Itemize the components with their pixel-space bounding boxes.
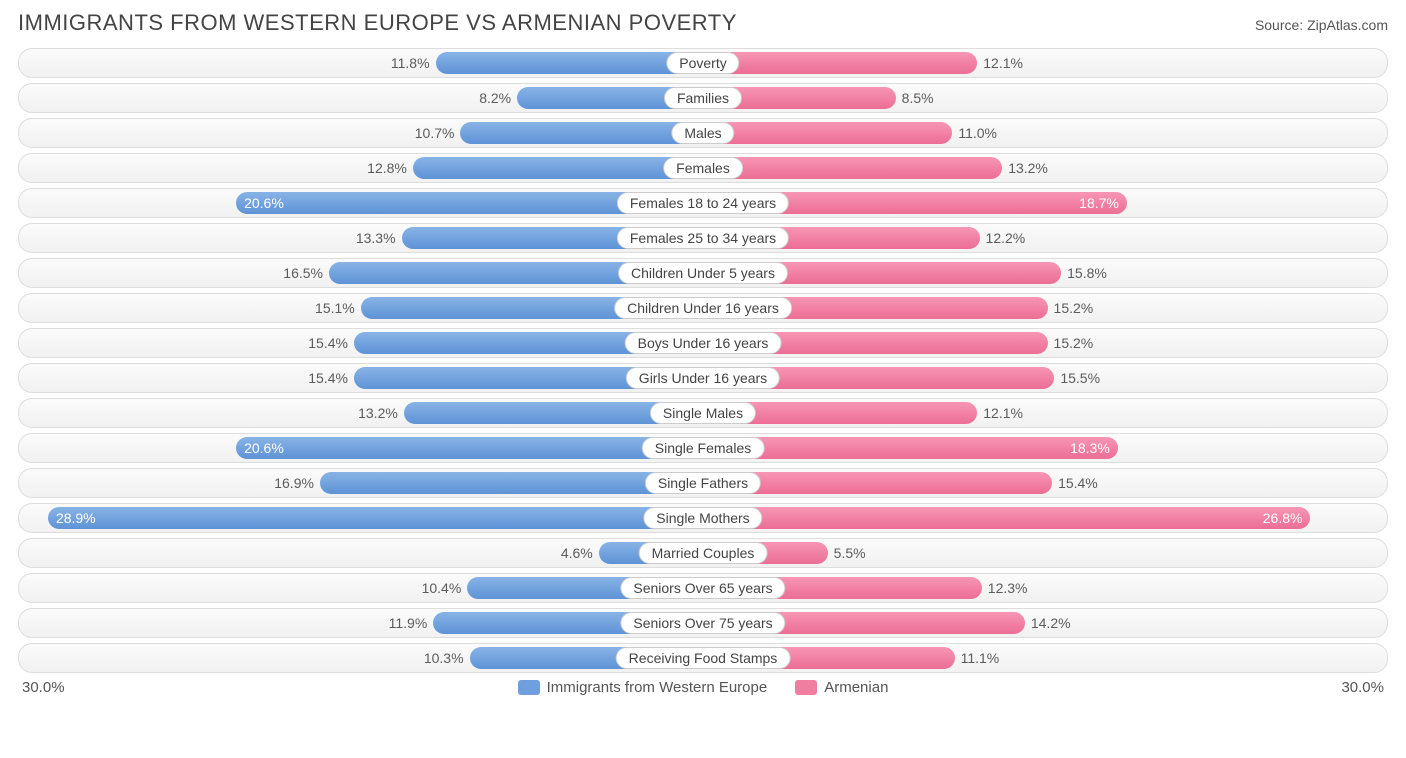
bar-left: 28.9%	[48, 507, 703, 529]
chart-row: 11.9% 14.2% Seniors Over 75 years	[18, 608, 1388, 638]
chart-row: 28.9% 26.8% Single Mothers	[18, 503, 1388, 533]
bar-left-value: 20.6%	[244, 440, 284, 456]
chart-header: IMMIGRANTS FROM WESTERN EUROPE VS ARMENI…	[18, 10, 1388, 36]
source-label: Source:	[1255, 17, 1307, 33]
category-label: Receiving Food Stamps	[616, 647, 791, 669]
bar-left-value: 11.8%	[391, 55, 436, 71]
bar-right-value: 18.3%	[1070, 440, 1110, 456]
bar-right-value: 26.8%	[1263, 510, 1303, 526]
source-name: ZipAtlas.com	[1307, 17, 1388, 33]
bar-right-value: 12.1%	[977, 405, 1023, 421]
bar-right-value: 15.2%	[1048, 335, 1094, 351]
bar-right-value: 11.0%	[952, 125, 997, 141]
chart-row: 8.2% 8.5% Families	[18, 83, 1388, 113]
bar-right-value: 8.5%	[896, 90, 934, 106]
category-label: Girls Under 16 years	[626, 367, 780, 389]
bar-left-value: 12.8%	[367, 160, 413, 176]
category-label: Children Under 16 years	[614, 297, 792, 319]
category-label: Females 18 to 24 years	[617, 192, 789, 214]
bar-right-value: 18.7%	[1079, 195, 1119, 211]
category-label: Seniors Over 75 years	[620, 612, 785, 634]
legend-label-left: Immigrants from Western Europe	[547, 679, 768, 696]
legend-item-right: Armenian	[795, 679, 888, 696]
bar-right-value: 15.4%	[1052, 475, 1098, 491]
category-label: Males	[671, 122, 734, 144]
chart-source: Source: ZipAtlas.com	[1255, 17, 1388, 33]
bar-left: 20.6%	[236, 437, 703, 459]
bar-left-value: 13.3%	[356, 230, 402, 246]
bar-right-value: 14.2%	[1025, 615, 1071, 631]
category-label: Single Males	[650, 402, 756, 424]
bar-left-value: 15.4%	[308, 335, 354, 351]
category-label: Single Females	[642, 437, 765, 459]
bar-left-value: 16.9%	[274, 475, 320, 491]
category-label: Females	[663, 157, 743, 179]
bar-left-value: 4.6%	[561, 545, 599, 561]
chart-row: 20.6% 18.7% Females 18 to 24 years	[18, 188, 1388, 218]
bar-left-value: 28.9%	[56, 510, 96, 526]
chart-row: 16.9% 15.4% Single Fathers	[18, 468, 1388, 498]
chart-row: 12.8%13.2%Females	[18, 153, 1388, 183]
category-label: Single Mothers	[643, 507, 762, 529]
category-label: Seniors Over 65 years	[620, 577, 785, 599]
bar-right-value: 12.3%	[982, 580, 1028, 596]
bar-right: 26.8%	[703, 507, 1310, 529]
bar-right-value: 13.2%	[1002, 160, 1048, 176]
bar-right-value: 15.5%	[1054, 370, 1100, 386]
bar-left-value: 10.4%	[422, 580, 468, 596]
chart-footer: 30.0% Immigrants from Western Europe Arm…	[18, 679, 1388, 696]
bar-left-value: 8.2%	[479, 90, 517, 106]
bar-right-value: 5.5%	[828, 545, 866, 561]
bar-left-value: 11.9%	[389, 615, 434, 631]
chart-row: 4.6% 5.5% Married Couples	[18, 538, 1388, 568]
bar-left-value: 16.5%	[283, 265, 329, 281]
bar-right: 18.3%	[703, 437, 1118, 459]
category-label: Married Couples	[639, 542, 768, 564]
bar-left-value: 20.6%	[244, 195, 284, 211]
legend-label-right: Armenian	[824, 679, 888, 696]
bar-right-value: 11.1%	[955, 650, 1000, 666]
chart-row: 15.1% 15.2% Children Under 16 years	[18, 293, 1388, 323]
category-label: Poverty	[666, 52, 739, 74]
bar-right-value: 12.1%	[977, 55, 1023, 71]
bar-left-value: 10.7%	[415, 125, 461, 141]
bar-left-value: 15.4%	[308, 370, 354, 386]
chart-row: 15.4% 15.5% Girls Under 16 years	[18, 363, 1388, 393]
bar-right-value: 15.2%	[1048, 300, 1094, 316]
chart-row: 10.7%11.0%Males	[18, 118, 1388, 148]
chart-title: IMMIGRANTS FROM WESTERN EUROPE VS ARMENI…	[18, 10, 737, 36]
chart-row: 15.4% 15.2% Boys Under 16 years	[18, 328, 1388, 358]
legend-item-left: Immigrants from Western Europe	[518, 679, 768, 696]
chart-row: 10.4% 12.3% Seniors Over 65 years	[18, 573, 1388, 603]
chart-row: 13.2% 12.1% Single Males	[18, 398, 1388, 428]
category-label: Females 25 to 34 years	[617, 227, 789, 249]
bar-left: 12.8%	[413, 157, 703, 179]
legend-swatch-right	[795, 680, 817, 695]
category-label: Families	[664, 87, 742, 109]
chart-row: 13.3% 12.2% Females 25 to 34 years	[18, 223, 1388, 253]
bar-left: 10.7%	[460, 122, 703, 144]
category-label: Boys Under 16 years	[625, 332, 782, 354]
bar-right-value: 15.8%	[1061, 265, 1107, 281]
bar-right: 13.2%	[703, 157, 1002, 179]
bar-left-value: 13.2%	[358, 405, 404, 421]
axis-max-left: 30.0%	[22, 679, 65, 696]
category-label: Children Under 5 years	[618, 262, 788, 284]
chart-row: 10.3% 11.1% Receiving Food Stamps	[18, 643, 1388, 673]
bar-left: 11.8%	[436, 52, 703, 74]
bar-right: 12.1%	[703, 52, 977, 74]
chart-row: 16.5% 15.8% Children Under 5 years	[18, 258, 1388, 288]
legend: Immigrants from Western Europe Armenian	[518, 679, 889, 696]
bar-right-value: 12.2%	[980, 230, 1026, 246]
axis-max-right: 30.0%	[1341, 679, 1384, 696]
chart-row: 11.8%12.1%Poverty	[18, 48, 1388, 78]
chart-row: 20.6% 18.3% Single Females	[18, 433, 1388, 463]
legend-swatch-left	[518, 680, 540, 695]
bar-left-value: 15.1%	[315, 300, 361, 316]
category-label: Single Fathers	[645, 472, 761, 494]
bar-right: 11.0%	[703, 122, 952, 144]
diverging-bar-chart: 11.8%12.1%Poverty8.2%8.5%Families10.7%11…	[18, 48, 1388, 673]
bar-left-value: 10.3%	[424, 650, 470, 666]
